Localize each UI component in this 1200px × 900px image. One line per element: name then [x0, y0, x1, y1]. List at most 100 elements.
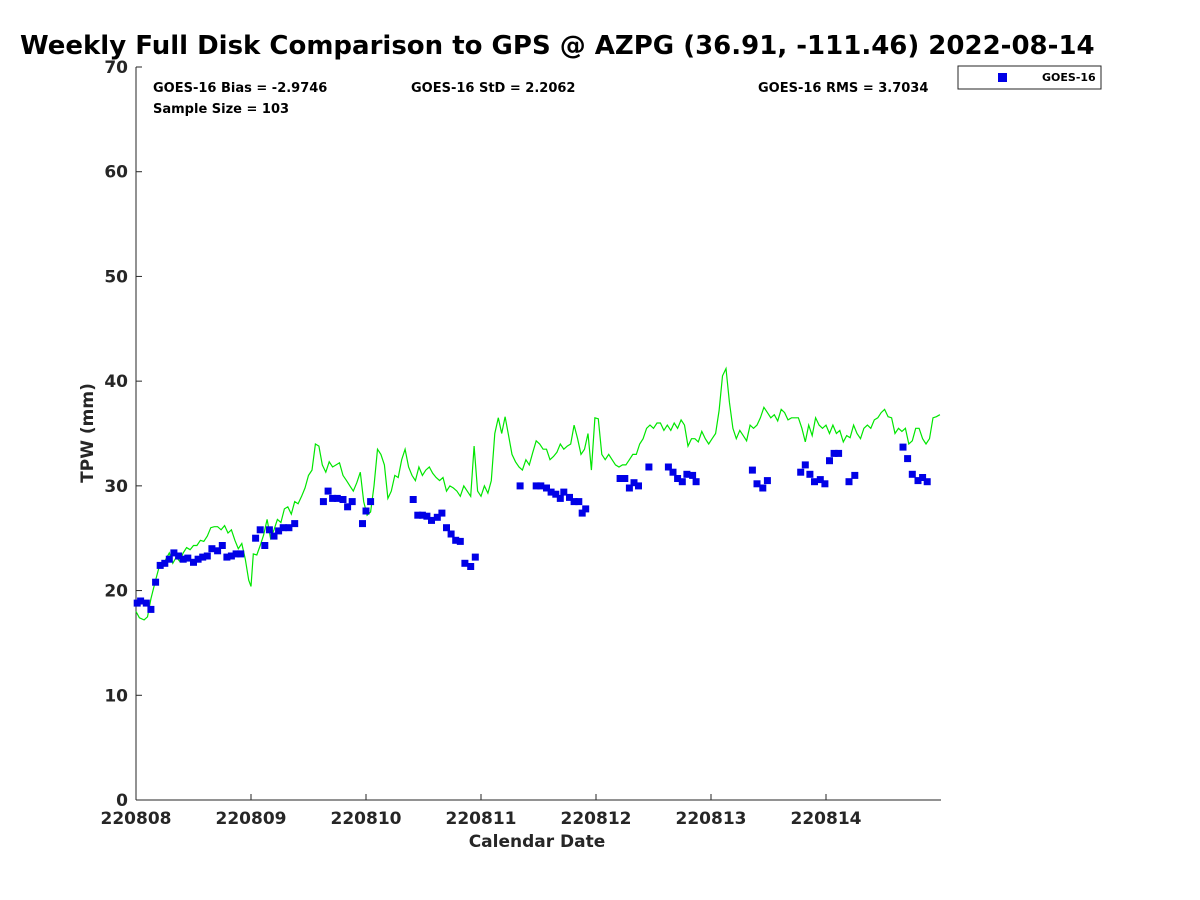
bias-annotation: GOES-16 Bias = -2.9746: [153, 81, 327, 96]
plot-area: [135, 67, 941, 801]
goes-16-point: [142, 599, 150, 607]
goes-16-point: [635, 482, 642, 490]
goes-16-point: [669, 468, 677, 476]
goes-16-point: [285, 524, 293, 532]
goes-16-point: [821, 480, 829, 488]
x-axis-label: Calendar Date: [469, 832, 606, 852]
goes-16-point: [919, 474, 927, 481]
goes-16-point: [232, 550, 240, 558]
goes-16-point: [438, 509, 446, 517]
goes-16-point: [461, 559, 469, 567]
goes-16-point: [570, 498, 578, 506]
goes-16-point: [835, 449, 843, 457]
y-tick-label: 60: [104, 163, 128, 183]
goes-16-point: [223, 553, 231, 561]
x-tick-label: 220812: [561, 809, 632, 829]
goes-16-point: [339, 496, 347, 503]
goes-16-point: [423, 512, 431, 520]
goes-16-point: [194, 555, 202, 563]
goes-16-point: [845, 478, 853, 486]
goes-16-point: [456, 537, 464, 545]
std-annotation: GOES-16 StD = 2.2062: [411, 81, 575, 96]
stats-annotations: GOES-16 Bias = -2.9746 GOES-16 StD = 2.2…: [153, 81, 928, 117]
goes-16-point: [324, 487, 332, 495]
goes-16-point: [801, 461, 809, 469]
goes-16-point: [763, 477, 771, 485]
goes-16-point: [467, 563, 475, 570]
goes-16-point: [830, 449, 838, 457]
goes-16-point: [414, 511, 422, 519]
goes-16-point: [208, 545, 216, 553]
goes-16-point: [908, 470, 916, 478]
goes-16-point: [344, 503, 352, 511]
goes-16-point: [265, 526, 273, 534]
y-tick-label: 70: [104, 58, 128, 78]
goes-16-point: [811, 478, 818, 486]
goes-16-point: [165, 555, 173, 563]
goes-16-point: [279, 524, 287, 532]
goes-16-point: [616, 475, 624, 482]
goes-16-point: [175, 552, 183, 560]
goes-16-point: [161, 559, 169, 567]
goes-16-point: [575, 498, 583, 506]
goes-16-point: [218, 542, 226, 549]
legend-label-goes-16: GOES-16: [1042, 71, 1096, 84]
goes-16-point: [252, 534, 260, 542]
plot-background: [136, 67, 941, 800]
goes-16-point: [291, 520, 299, 528]
goes-16-point: [552, 490, 560, 498]
goes-16-point: [362, 507, 370, 515]
x-tick-label: 220811: [446, 809, 517, 829]
gps-tpw-line: [135, 366, 941, 621]
legend: GOES-16: [957, 65, 1102, 90]
x-axis-ticks: 220808 220809 220810 220811 220812 220813 2208…: [101, 794, 862, 829]
y-tick-label: 10: [104, 686, 128, 706]
goes-16-series: [133, 443, 931, 613]
goes-16-point: [759, 484, 767, 492]
goes-16-point: [560, 488, 568, 496]
x-tick-label: 220810: [331, 809, 402, 829]
goes-16-point: [556, 494, 564, 502]
goes-16-point: [329, 494, 337, 502]
sample-size-annotation: Sample Size = 103: [153, 102, 289, 117]
goes-16-point: [566, 493, 573, 501]
goes-16-point: [275, 527, 283, 535]
goes-16-point: [261, 542, 269, 549]
x-tick-label: 220814: [791, 809, 862, 829]
goes-16-point: [428, 516, 435, 524]
goes-16-point: [678, 478, 686, 486]
goes-16-point: [674, 475, 682, 482]
goes-16-point: [923, 478, 931, 486]
goes-16-point: [826, 457, 833, 465]
goes-16-point: [543, 484, 550, 492]
goes-16-point: [409, 496, 417, 503]
goes-16-point: [547, 488, 555, 496]
goes-16-point: [914, 477, 922, 485]
rms-annotation: GOES-16 RMS = 3.7034: [758, 81, 928, 96]
goes-16-point: [170, 549, 178, 557]
goes-16-point: [689, 471, 697, 479]
goes-16-point: [179, 555, 187, 563]
goes-16-point: [447, 530, 455, 538]
y-tick-label: 40: [104, 372, 128, 392]
goes-16-point: [797, 468, 805, 476]
legend-marker-goes-16: [998, 73, 1007, 82]
goes-16-point: [683, 470, 691, 478]
x-tick-label: 220813: [676, 809, 747, 829]
goes-16-point: [748, 466, 756, 474]
y-tick-label: 30: [104, 477, 128, 497]
y-tick-label: 0: [116, 791, 128, 811]
gps-series: [135, 366, 941, 621]
goes-16-point: [516, 482, 524, 490]
goes-16-point: [156, 561, 164, 569]
goes-16-point: [270, 532, 278, 540]
goes-16-point: [753, 480, 761, 488]
goes-16-point: [692, 478, 700, 486]
goes-16-point: [433, 513, 441, 521]
goes-16-point: [199, 553, 207, 561]
goes-16-point: [582, 505, 590, 513]
x-tick-label: 220809: [216, 809, 287, 829]
goes-16-point: [621, 475, 629, 482]
goes-16-point: [452, 536, 460, 544]
